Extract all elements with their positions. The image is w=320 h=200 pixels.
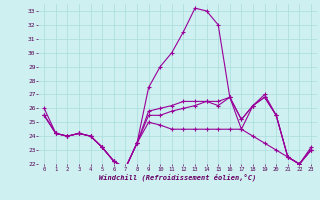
X-axis label: Windchill (Refroidissement éolien,°C): Windchill (Refroidissement éolien,°C) [99,174,256,181]
